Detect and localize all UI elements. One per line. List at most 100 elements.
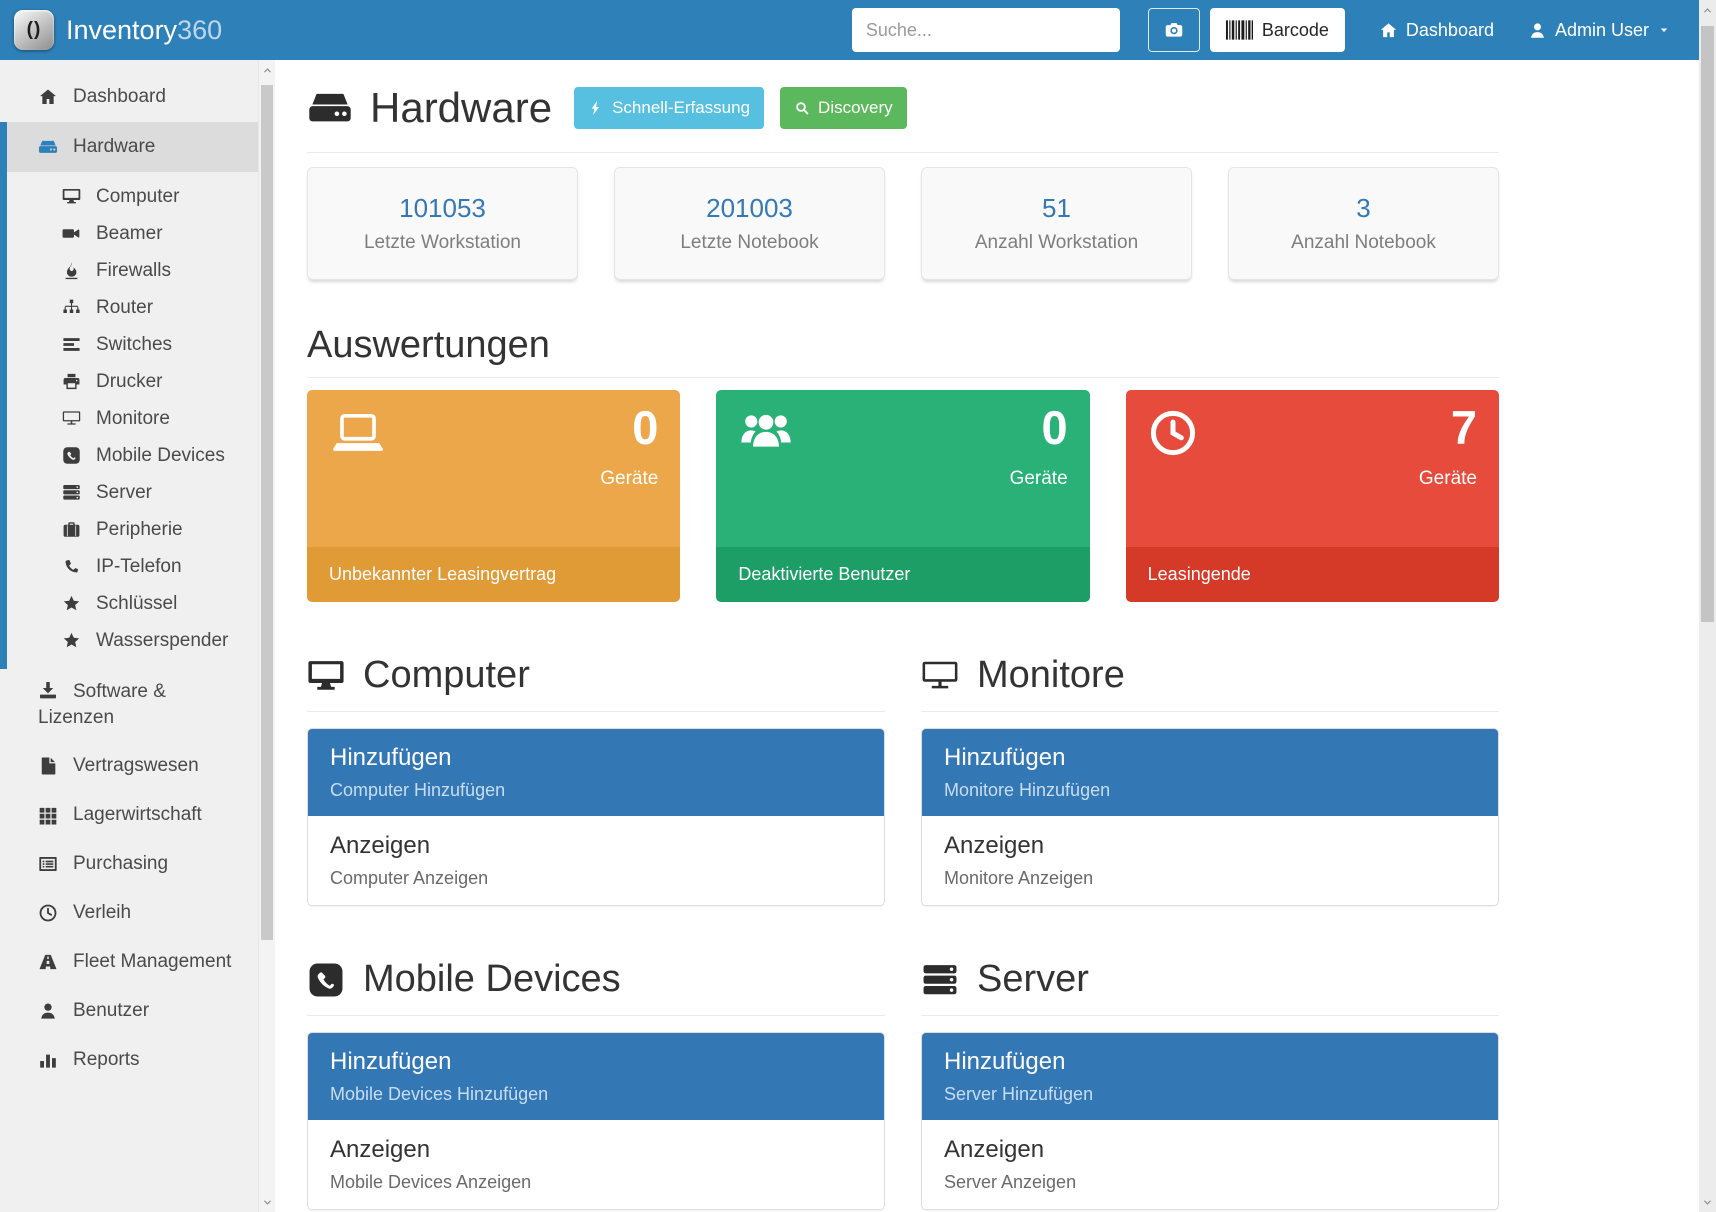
- road-icon: [39, 954, 57, 969]
- tile-footer-label[interactable]: Leasingende: [1125, 547, 1499, 602]
- sidebar-item-drucker[interactable]: Drucker: [7, 363, 258, 400]
- user-menu-label: Admin User: [1554, 19, 1649, 40]
- users-icon: [741, 414, 792, 447]
- sidebar-item-benutzer[interactable]: Benutzer: [0, 986, 258, 1035]
- sidebar-item-label: Beamer: [96, 222, 163, 244]
- header-divider: [307, 152, 1499, 153]
- sidebar-item-wasserspender[interactable]: Wasserspender: [7, 622, 258, 659]
- sidebar-item-label: IP-Telefon: [96, 555, 182, 577]
- sidebar-item-hardware[interactable]: Hardware: [7, 122, 258, 172]
- tile-deaktivierte-benutzer[interactable]: 0 Geräte Deaktivierte Benutzer: [716, 390, 1090, 602]
- sidebar-item-label: Reports: [73, 1048, 140, 1070]
- mobile-devices-add-link[interactable]: Hinzufügen Mobile Devices Hinzufügen: [308, 1033, 884, 1120]
- scroll-down-arrow[interactable]: [1699, 1194, 1716, 1210]
- tile-unbekannter-leasingvertrag[interactable]: 0 Geräte Unbekannter Leasingvertrag: [307, 390, 681, 602]
- sidebar-item-mobile-devices[interactable]: Mobile Devices: [7, 437, 258, 474]
- tile-footer-label[interactable]: Unbekannter Leasingvertrag: [307, 547, 681, 602]
- hdd-icon: [39, 140, 57, 153]
- fire-icon: [65, 262, 78, 280]
- monitor-icon: [922, 661, 958, 688]
- server-view-link[interactable]: Anzeigen Server Anzeigen: [922, 1120, 1498, 1209]
- server-add-link[interactable]: Hinzufügen Server Hinzufügen: [922, 1033, 1498, 1120]
- brand[interactable]: () Inventory360: [0, 10, 222, 50]
- sidebar-scrollbar-thumb[interactable]: [261, 85, 273, 940]
- monitor-icon: [62, 411, 81, 425]
- sidebar-item-verleih[interactable]: Verleih: [0, 888, 258, 937]
- section-server: Server Hinzufügen Server Hinzufügen Anze…: [921, 958, 1499, 1210]
- sidebar-item-ip-telefon[interactable]: IP-Telefon: [7, 548, 258, 585]
- sidebar-scrollbar[interactable]: [258, 60, 275, 1212]
- scroll-up-arrow[interactable]: [259, 62, 275, 78]
- quick-capture-button[interactable]: Schnell-Erfassung: [574, 87, 765, 129]
- server-icon: [923, 964, 957, 994]
- sidebar-item-label: Monitore: [96, 407, 170, 429]
- view-title: Anzeigen: [330, 1136, 431, 1163]
- stat-value: 3: [1356, 193, 1371, 223]
- scroll-down-arrow[interactable]: [259, 1194, 275, 1210]
- sidebar-item-peripherie[interactable]: Peripherie: [7, 511, 258, 548]
- sidebar-item-label: Verleih: [73, 901, 132, 923]
- sidebar-item-purchasing[interactable]: Purchasing: [0, 839, 258, 888]
- sidebar-item-fleet-management[interactable]: Fleet Management: [0, 937, 258, 986]
- view-title: Anzeigen: [944, 832, 1045, 859]
- star-icon: [63, 595, 80, 611]
- hdd-icon: [309, 93, 351, 122]
- bar-chart-icon: [40, 1054, 56, 1068]
- sidebar-item-beamer[interactable]: Beamer: [7, 215, 258, 252]
- sidebar-item-lagerwirtschaft[interactable]: Lagerwirtschaft: [0, 790, 258, 839]
- sidebar-item-label: Vertragswesen: [73, 754, 199, 776]
- stat-card-letzte-notebook: 201003 Letzte Notebook: [614, 167, 885, 280]
- sidebar-item-label: Wasserspender: [96, 629, 229, 651]
- sidebar-item-vertragswesen[interactable]: Vertragswesen: [0, 741, 258, 790]
- camera-icon: [1165, 23, 1183, 37]
- sidebar-item-router[interactable]: Router: [7, 289, 258, 326]
- computer-view-link[interactable]: Anzeigen Computer Anzeigen: [308, 816, 884, 905]
- caret-down-icon: [1660, 28, 1668, 33]
- stat-label: Anzahl Workstation: [974, 232, 1139, 253]
- scroll-up-arrow[interactable]: [1699, 2, 1716, 18]
- discovery-button[interactable]: Discovery: [780, 87, 907, 129]
- mobile-devices-view-link[interactable]: Anzeigen Mobile Devices Anzeigen: [308, 1120, 884, 1209]
- add-title: Hinzufügen: [330, 744, 452, 771]
- add-subtitle: Server Hinzufügen: [944, 1084, 1094, 1104]
- nav-dashboard-link[interactable]: Dashboard: [1379, 20, 1494, 41]
- user-icon: [1531, 22, 1544, 38]
- monitore-view-link[interactable]: Anzeigen Monitore Anzeigen: [922, 816, 1498, 905]
- search-input[interactable]: [851, 8, 1120, 52]
- view-subtitle: Computer Anzeigen: [330, 868, 489, 888]
- top-navbar: () Inventory360 Barcode Dashboard Admin …: [0, 0, 1699, 60]
- sidebar-item-reports[interactable]: Reports: [0, 1035, 258, 1084]
- camera-button[interactable]: [1147, 8, 1200, 52]
- bars-icon: [63, 338, 80, 351]
- user-menu[interactable]: Admin User: [1528, 20, 1671, 41]
- discovery-label: Discovery: [818, 98, 893, 117]
- sidebar-item-firewalls[interactable]: Firewalls: [7, 252, 258, 289]
- tile-footer-label[interactable]: Deaktivierte Benutzer: [716, 547, 1090, 602]
- section-title-text: Monitore: [977, 654, 1125, 696]
- page-scrollbar[interactable]: [1699, 0, 1716, 1212]
- tile-leasingende[interactable]: 7 Geräte Leasingende: [1125, 390, 1499, 602]
- monitore-add-link[interactable]: Hinzufügen Monitore Hinzufügen: [922, 729, 1498, 816]
- sidebar-item-software-lizenzen[interactable]: Software & Lizenzen: [0, 669, 258, 741]
- sidebar-item-switches[interactable]: Switches: [7, 326, 258, 363]
- page-scrollbar-thumb[interactable]: [1701, 26, 1714, 622]
- section-title: Computer: [307, 654, 885, 697]
- server-icon: [63, 485, 80, 500]
- computer-add-link[interactable]: Hinzufügen Computer Hinzufügen: [308, 729, 884, 816]
- sidebar-item-schluessel[interactable]: Schlüssel: [7, 585, 258, 622]
- sidebar-item-dashboard[interactable]: Dashboard: [0, 72, 258, 122]
- barcode-icon: [1225, 20, 1253, 40]
- page-title: Hardware: [307, 84, 552, 132]
- sidebar-item-computer[interactable]: Computer: [7, 178, 258, 215]
- sidebar-bottom-group: Software & Lizenzen Vertragswesen Lagerw…: [0, 669, 258, 1084]
- barcode-button[interactable]: Barcode: [1209, 8, 1345, 52]
- sidebar-item-label: Peripherie: [96, 518, 183, 540]
- sidebar-item-monitore[interactable]: Monitore: [7, 400, 258, 437]
- server-panel: Hinzufügen Server Hinzufügen Anzeigen Se…: [921, 1032, 1499, 1210]
- chevron-down-icon: [1704, 1200, 1711, 1205]
- sidebar-item-server[interactable]: Server: [7, 474, 258, 511]
- view-subtitle: Server Anzeigen: [944, 1172, 1077, 1192]
- tile-body: 0 Geräte: [307, 390, 681, 547]
- add-title: Hinzufügen: [330, 1048, 452, 1075]
